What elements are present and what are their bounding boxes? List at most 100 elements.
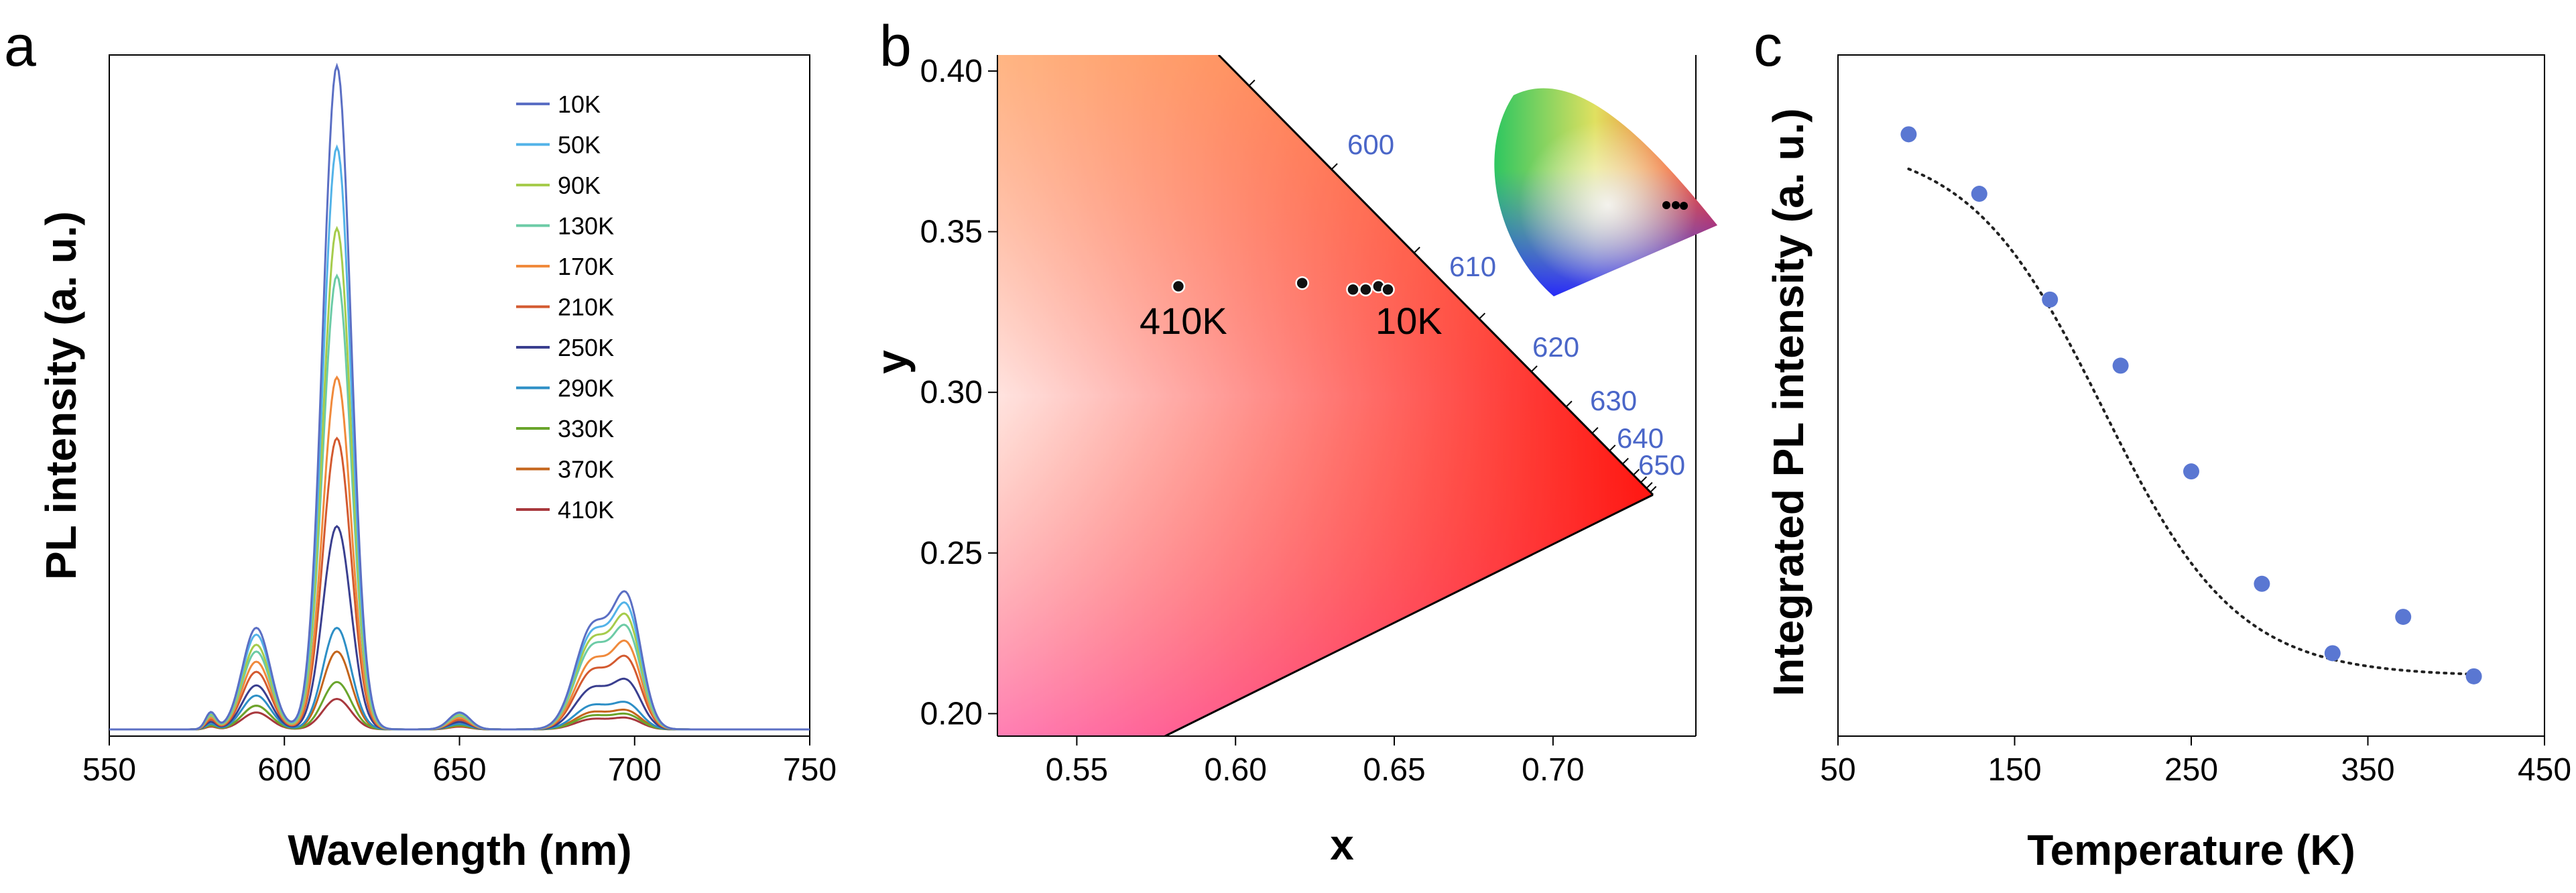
x-axis-ticks-c: 50 150 250 350 450 xyxy=(1820,736,2571,788)
spectrum-line-50K xyxy=(109,144,810,731)
x-tick-label: 50 xyxy=(1820,752,1855,788)
legend-label-50K: 50K xyxy=(558,131,601,159)
x-tick-label: 250 xyxy=(2164,752,2218,788)
panel-a: a 550 600 650 700 750 10K 50K 90K 130K 170K 210K 2… xyxy=(4,14,837,874)
spectrum-line-210K xyxy=(109,436,810,731)
y-axis-title-c: Integrated PL intensity (a. u.) xyxy=(1764,108,1813,696)
data-point xyxy=(2465,668,2482,684)
y-tick-label: 0.30 xyxy=(920,375,983,410)
x-tick-label: 0.70 xyxy=(1522,752,1584,788)
spectral-locus-line xyxy=(1217,55,1654,496)
inset-point xyxy=(1672,201,1680,209)
chromaticity-point xyxy=(1171,279,1186,294)
chromaticity-point xyxy=(1295,276,1309,290)
x-tick-label: 750 xyxy=(783,752,837,788)
spectrum-line-170K xyxy=(109,375,810,731)
x-axis-title-c: Temperature (K) xyxy=(2027,826,2355,874)
spectrum-line-130K xyxy=(109,273,810,731)
annotation-10k: 10K xyxy=(1375,300,1443,342)
x-tick-label: 0.65 xyxy=(1363,752,1425,788)
x-tick-label: 0.60 xyxy=(1205,752,1267,788)
wavelength-label-640: 640 xyxy=(1617,422,1664,454)
legend-a: 10K 50K 90K 130K 170K 210K 250K 290K 330K 370K 410… xyxy=(516,91,614,524)
x-tick-label: 550 xyxy=(82,752,136,788)
panel-b: b 600 610 620 630 640 650 xyxy=(867,14,1717,869)
data-point xyxy=(2254,575,2270,592)
spectrum-line-90K xyxy=(109,225,810,731)
locus-tick xyxy=(1565,400,1573,408)
x-tick-label: 450 xyxy=(2518,752,2571,788)
panel-label-c: c xyxy=(1754,14,1782,78)
locus-tick xyxy=(1591,427,1599,434)
locus-tick xyxy=(1621,457,1629,465)
x-tick-label: 350 xyxy=(2341,752,2394,788)
chromaticity-point xyxy=(1359,282,1373,297)
wavelength-label-600: 600 xyxy=(1347,129,1394,160)
chromaticity-points xyxy=(1171,276,1395,297)
wavelength-label-620: 620 xyxy=(1532,331,1579,363)
y-tick-label: 0.40 xyxy=(920,54,983,89)
spectra-lines xyxy=(109,62,810,731)
legend-label-10K: 10K xyxy=(558,91,601,118)
chromaticity-point xyxy=(1381,282,1395,297)
wavelength-label-650: 650 xyxy=(1638,449,1685,481)
wavelength-label-610: 610 xyxy=(1449,251,1496,282)
locus-tick xyxy=(1650,485,1657,493)
locus-tick xyxy=(1646,482,1653,489)
locus-tick xyxy=(1633,469,1640,476)
data-point xyxy=(2395,609,2412,626)
locus-tick xyxy=(1331,163,1338,170)
legend-label-170K: 170K xyxy=(558,253,614,280)
panel-c: c 50 150 250 350 450 Temperature (K) Integra… xyxy=(1754,14,2571,874)
spectrum-line-10K xyxy=(109,62,810,731)
x-tick-label: 150 xyxy=(1987,752,2041,788)
wavelength-label-630: 630 xyxy=(1590,385,1637,416)
spectral-locus-ticks xyxy=(1248,79,1657,493)
y-tick-label: 0.25 xyxy=(920,536,983,571)
y-axis-title-a: PL intensity (a. u.) xyxy=(37,211,85,580)
annotation-410k: 410K xyxy=(1140,300,1227,342)
purple-line xyxy=(1164,493,1654,736)
legend-label-290K: 290K xyxy=(558,375,614,402)
inset-point xyxy=(1680,202,1688,210)
chromaticity-point xyxy=(1346,282,1360,297)
data-point xyxy=(1971,186,1987,202)
data-point xyxy=(2324,645,2341,662)
legend-label-130K: 130K xyxy=(558,213,614,240)
y-tick-label: 0.20 xyxy=(920,696,983,731)
locus-tick xyxy=(1609,444,1616,452)
spectrum-line-250K xyxy=(109,524,810,731)
inset-point xyxy=(1662,201,1670,209)
chromaticity-region xyxy=(997,55,1696,736)
locus-tick xyxy=(1413,247,1420,253)
axis-ticks-b: 0.55 0.60 0.65 0.70 0.20 0.25 0.30 0.35 0.40 xyxy=(920,54,1585,788)
x-tick-label: 0.55 xyxy=(1046,752,1108,788)
legend-label-90K: 90K xyxy=(558,172,601,199)
x-axis-ticks-a: 550 600 650 700 750 xyxy=(82,736,837,788)
integrated-intensity-points xyxy=(1900,126,2482,684)
legend-label-370K: 370K xyxy=(558,456,614,483)
x-axis-title-b: x xyxy=(1330,821,1354,869)
locus-tick xyxy=(1640,476,1648,483)
data-point xyxy=(2112,357,2129,374)
y-tick-label: 0.35 xyxy=(920,215,983,250)
locus-tick xyxy=(1479,312,1486,320)
plot-frame-c xyxy=(1837,54,2545,737)
legend-label-210K: 210K xyxy=(558,294,614,321)
x-tick-label: 600 xyxy=(257,752,311,788)
panel-label-b: b xyxy=(879,14,912,78)
locus-tick xyxy=(1530,365,1538,373)
plot-frame-a xyxy=(109,54,810,737)
data-point xyxy=(2042,291,2059,308)
data-point xyxy=(1900,126,1917,143)
x-tick-label: 650 xyxy=(432,752,486,788)
panel-label-a: a xyxy=(4,14,36,78)
locus-tick xyxy=(1248,79,1255,86)
legend-label-250K: 250K xyxy=(558,334,614,361)
legend-label-330K: 330K xyxy=(558,415,614,442)
y-axis-title-b: y xyxy=(867,350,916,374)
data-point xyxy=(2183,463,2199,480)
fit-curve xyxy=(1907,168,2475,676)
x-axis-title-a: Wavelength (nm) xyxy=(288,826,631,874)
